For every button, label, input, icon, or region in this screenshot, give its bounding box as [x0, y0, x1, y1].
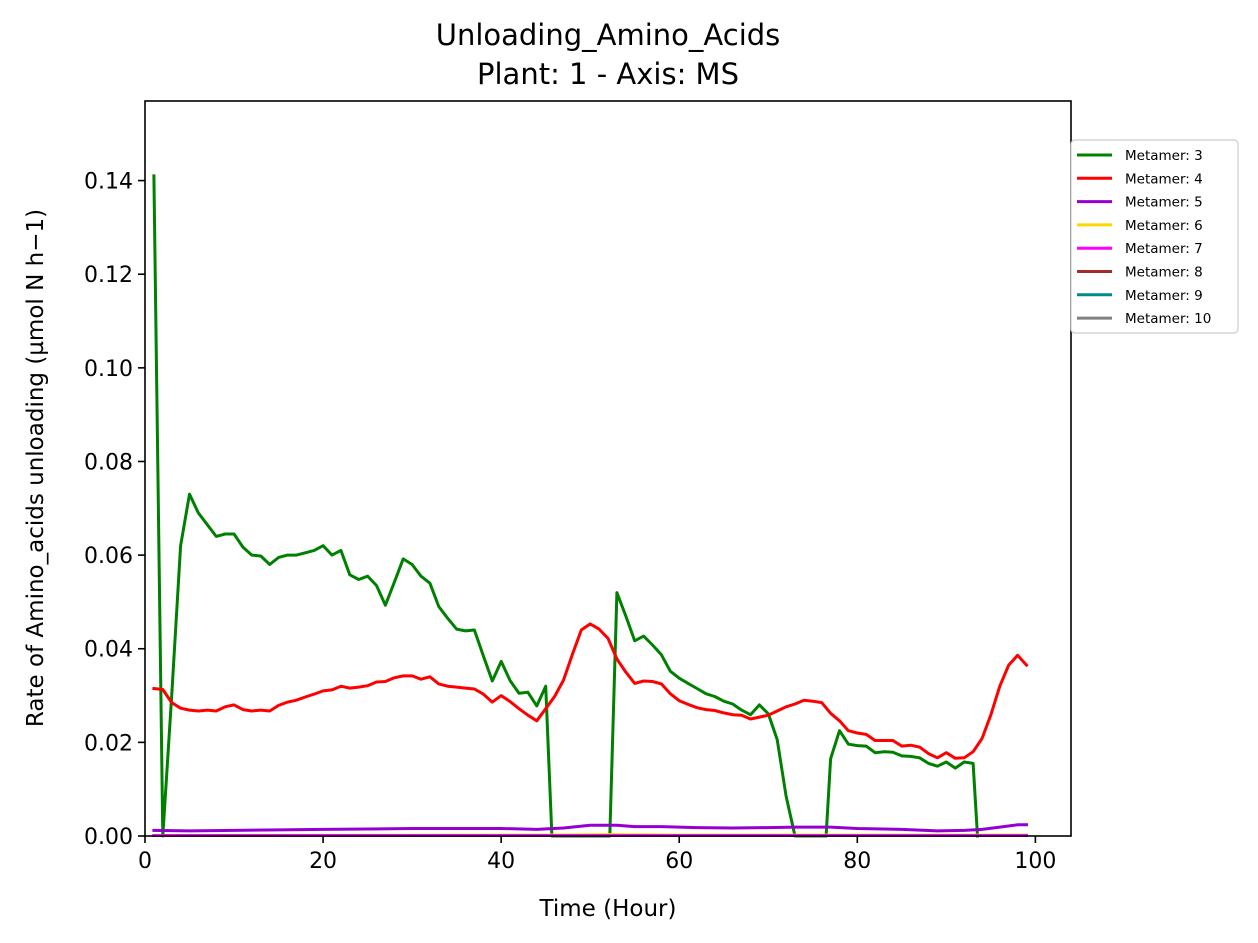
legend: Metamer: 3 Metamer: 4 Metamer: 5 Metamer: 6… — [1070, 139, 1239, 334]
legend-entry: Metamer: 8 — [1125, 265, 1203, 281]
chart-title: Unloading_Amino_Acids — [436, 18, 781, 52]
y-tick-label: 0.12 — [84, 263, 133, 288]
y-tick-label: 0.14 — [84, 170, 133, 195]
y-axis: 0.00 0.02 0.04 0.06 0.08 0.10 0.12 0.14 — [84, 170, 145, 850]
legend-entry: Metamer: 5 — [1125, 195, 1203, 211]
x-tick-label: 0 — [138, 849, 152, 874]
legend-entry: Metamer: 3 — [1125, 148, 1203, 164]
x-tick-label: 100 — [1014, 849, 1056, 874]
y-tick-label: 0.06 — [84, 544, 133, 569]
legend-entry: Metamer: 4 — [1125, 171, 1203, 187]
series-line-1 — [152, 174, 980, 838]
x-tick-label: 40 — [487, 849, 515, 874]
legend-entry: Metamer: 7 — [1125, 241, 1203, 257]
y-tick-label: 0.02 — [84, 731, 133, 756]
x-tick-label: 20 — [309, 849, 337, 874]
legend-entry: Metamer: 10 — [1125, 311, 1211, 327]
x-tick-label: 60 — [665, 849, 693, 874]
x-axis-label: Time (Hour) — [539, 896, 677, 922]
chart-subtitle: Plant: 1 - Axis: MS — [477, 57, 739, 91]
y-tick-label: 0.04 — [84, 638, 133, 663]
series-line-2 — [152, 622, 1029, 760]
y-tick-label: 0.08 — [84, 450, 133, 475]
y-axis-label: Rate of Amino_acids unloading (µmol N h−… — [23, 209, 49, 727]
y-tick-label: 0.10 — [84, 357, 133, 382]
x-tick-label: 80 — [843, 849, 871, 874]
legend-entry: Metamer: 6 — [1125, 218, 1203, 234]
legend-frame — [1070, 139, 1239, 334]
x-axis: 0 20 40 60 80 100 — [138, 836, 1056, 874]
legend-entry: Metamer: 9 — [1125, 288, 1203, 304]
series-line-3 — [152, 823, 1028, 833]
plot-frame — [144, 100, 1072, 837]
y-tick-label: 0.00 — [84, 825, 133, 850]
